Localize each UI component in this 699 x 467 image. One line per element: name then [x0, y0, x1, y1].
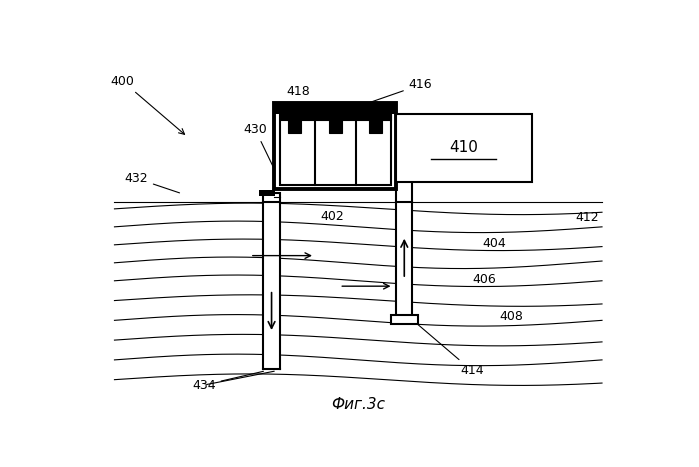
Text: Фиг.3с: Фиг.3с	[331, 397, 385, 412]
Text: 408: 408	[499, 311, 523, 323]
Text: 414: 414	[417, 324, 484, 377]
Text: 400: 400	[110, 75, 185, 134]
Bar	[280, 113, 391, 120]
Bar	[396, 146, 412, 315]
Bar	[274, 103, 396, 113]
Bar	[369, 117, 382, 134]
Text: 430: 430	[243, 123, 276, 172]
Bar	[264, 202, 280, 369]
Bar	[288, 117, 301, 134]
Bar	[329, 117, 342, 134]
Text: 410: 410	[449, 140, 478, 155]
Text: 434: 434	[192, 371, 264, 391]
Bar	[264, 193, 280, 202]
Bar	[280, 113, 391, 185]
Bar	[259, 190, 275, 196]
Text: 412: 412	[575, 212, 598, 225]
Bar	[396, 113, 532, 182]
Text: 402: 402	[320, 210, 344, 223]
Bar	[391, 315, 418, 324]
Bar	[274, 103, 396, 189]
Text: 406: 406	[472, 273, 496, 286]
Text: 418: 418	[287, 85, 310, 106]
Text: 416: 416	[366, 78, 433, 104]
Text: 432: 432	[124, 172, 180, 193]
Text: 404: 404	[483, 237, 507, 250]
